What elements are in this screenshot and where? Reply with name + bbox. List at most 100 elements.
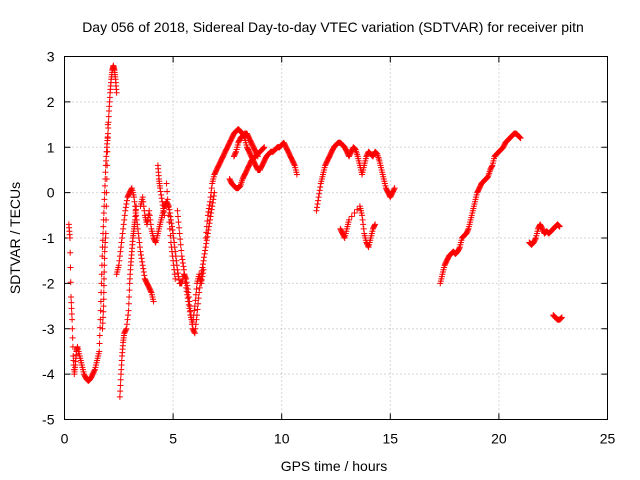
data-point	[202, 247, 209, 254]
data-point	[184, 295, 191, 302]
data-point	[193, 286, 200, 293]
data-point	[179, 256, 186, 263]
data-point	[203, 240, 210, 247]
data-point	[104, 148, 111, 155]
y-tick-label: 2	[47, 94, 55, 110]
data-point	[209, 203, 216, 210]
data-point	[314, 200, 321, 207]
data-point	[169, 227, 176, 234]
data-point	[208, 210, 215, 217]
data-point	[99, 320, 106, 327]
data-point	[116, 253, 123, 260]
data-point	[191, 303, 198, 310]
y-tick-label: -5	[42, 412, 55, 428]
data-point	[68, 311, 75, 318]
data-point	[147, 288, 154, 295]
data-point	[196, 284, 203, 291]
data-point	[174, 213, 181, 220]
data-point	[116, 257, 123, 264]
data-point	[139, 194, 146, 201]
data-point	[168, 244, 175, 251]
y-tick-label: -2	[42, 275, 55, 291]
data-point	[192, 325, 199, 332]
data-point	[105, 113, 112, 120]
data-point	[138, 252, 145, 259]
data-point	[359, 212, 366, 219]
data-point	[101, 196, 108, 203]
data-point	[169, 248, 176, 255]
data-point	[360, 221, 367, 228]
data-point	[199, 261, 206, 268]
data-point	[359, 216, 366, 223]
data-point	[183, 288, 190, 295]
x-tick-label: 5	[169, 431, 177, 447]
data-point	[69, 334, 76, 341]
data-point	[140, 198, 147, 205]
data-point	[203, 229, 210, 236]
data-point	[123, 321, 130, 328]
data-point	[117, 382, 124, 389]
data-point	[103, 176, 110, 183]
data-point	[169, 253, 176, 260]
data-point	[199, 270, 206, 277]
data-point	[67, 249, 74, 256]
data-point	[208, 206, 215, 213]
data-point	[159, 202, 166, 209]
data-point	[208, 185, 215, 192]
data-point	[96, 340, 103, 347]
data-point	[291, 161, 298, 168]
data-point	[125, 300, 132, 307]
data-point	[96, 348, 103, 355]
data-point	[100, 223, 107, 230]
data-point	[118, 239, 125, 246]
data-point	[204, 212, 211, 219]
data-point	[115, 262, 122, 269]
data-point	[165, 212, 172, 219]
data-point	[556, 223, 563, 230]
y-tick-label: 0	[47, 185, 55, 201]
data-point	[348, 213, 355, 220]
data-point	[138, 255, 145, 262]
data-point	[170, 235, 177, 241]
data-point	[123, 200, 130, 207]
data-point	[165, 204, 172, 211]
data-point	[517, 135, 524, 142]
data-point	[167, 239, 174, 246]
data-point	[165, 203, 172, 210]
data-point	[66, 235, 73, 241]
chart-title: Day 056 of 2018, Sidereal Day-to-day VTE…	[82, 19, 584, 35]
x-tick-label: 0	[61, 431, 69, 447]
data-point	[186, 305, 193, 312]
data-point	[558, 314, 565, 321]
data-point	[124, 316, 131, 323]
data-point	[67, 264, 74, 271]
data-point	[185, 301, 192, 308]
x-axis-label: GPS time / hours	[281, 458, 388, 474]
data-point	[147, 216, 154, 223]
data-point	[100, 289, 107, 296]
data-point	[100, 296, 107, 303]
data-point	[194, 306, 201, 313]
data-point	[209, 199, 216, 206]
y-tick-label: -4	[42, 366, 55, 382]
data-point	[100, 314, 107, 321]
data-point	[96, 332, 103, 339]
data-point	[69, 316, 76, 323]
data-point	[191, 329, 198, 336]
data-point	[122, 326, 129, 333]
data-point	[117, 248, 124, 255]
plot-frame	[64, 56, 608, 420]
data-point	[166, 225, 173, 232]
data-point	[100, 303, 107, 310]
x-tick-label: 25	[600, 431, 616, 447]
data-point	[196, 289, 203, 296]
data-point	[191, 307, 198, 314]
data-point	[391, 186, 398, 193]
data-point	[174, 270, 181, 277]
data-point	[120, 225, 127, 232]
data-point	[67, 279, 74, 286]
data-point	[113, 89, 120, 96]
data-point	[172, 275, 179, 282]
data-point	[201, 250, 208, 257]
data-point	[121, 212, 128, 219]
